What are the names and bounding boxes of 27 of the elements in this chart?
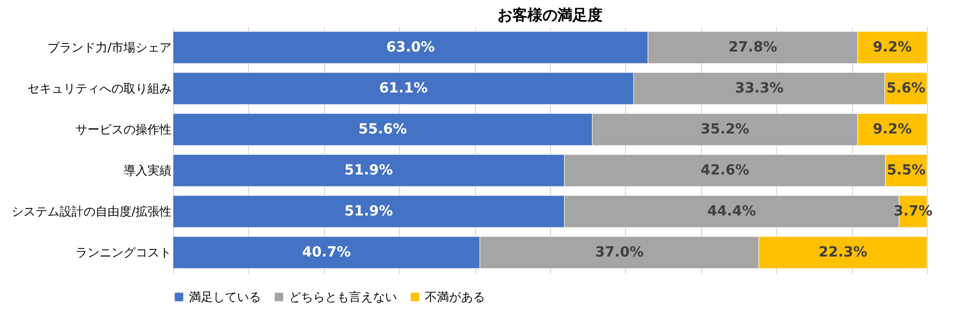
data-label: 51.9% [344, 204, 393, 220]
data-label: 63.0% [386, 40, 435, 56]
data-label: 27.8% [728, 40, 778, 56]
data-label: 37.0% [595, 244, 644, 260]
data-label: 55.6% [358, 122, 407, 138]
data-label: 44.4% [707, 204, 756, 220]
y-tick-label: ランニングコスト [76, 246, 172, 260]
y-tick-label: 導入実績 [124, 164, 172, 178]
data-label: 33.3% [734, 80, 784, 96]
legend-label: 満足している [189, 290, 261, 304]
data-label: 22.3% [818, 244, 868, 260]
y-tick-label: ブランド力/市場シェア [47, 40, 172, 54]
legend-label: どちらとも言えない [289, 290, 397, 304]
data-label: 35.2% [700, 122, 750, 138]
y-tick-label: システム設計の自由度/拡張性 [11, 204, 172, 218]
data-label: 9.2% [872, 40, 912, 56]
data-label: 5.6% [886, 80, 926, 96]
data-label: 42.6% [700, 162, 750, 178]
data-label: 40.7% [302, 244, 351, 260]
data-label: 61.1% [379, 80, 428, 96]
data-label: 9.2% [872, 122, 912, 138]
y-tick-label: セキュリティへの取り組み [28, 82, 172, 96]
chart-title: お客様の満足度 [498, 6, 602, 24]
data-label: 51.9% [344, 162, 393, 178]
data-label: 5.5% [886, 162, 926, 178]
legend-label: 不満がある [425, 290, 485, 304]
y-tick-label: サービスの操作性 [76, 122, 172, 136]
